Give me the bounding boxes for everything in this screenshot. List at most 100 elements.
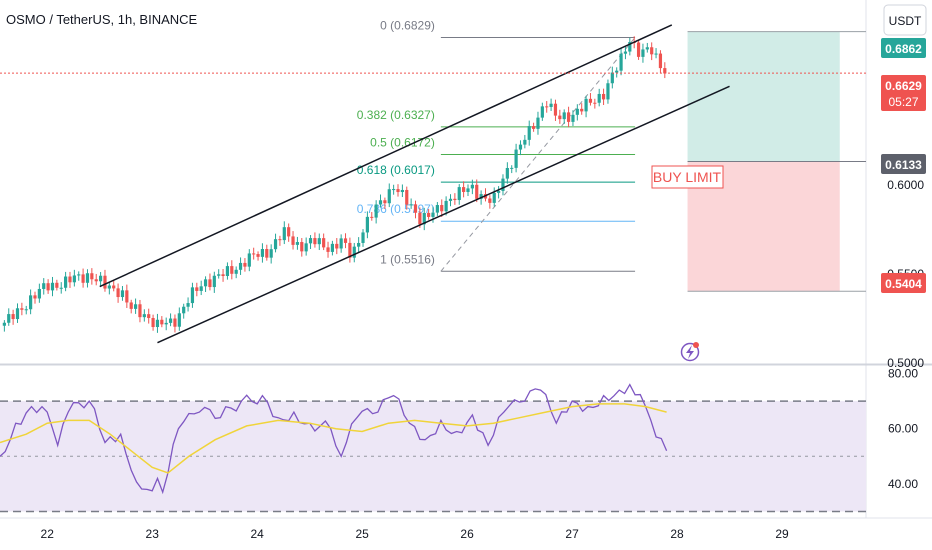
candle: [549, 98, 553, 112]
candle: [536, 111, 540, 135]
candle: [225, 262, 230, 280]
candle: [208, 273, 212, 291]
candle: [269, 244, 273, 264]
candle: [636, 39, 641, 60]
currency-button[interactable]: USDT: [883, 4, 927, 36]
rsi-tick-label: 40.00: [888, 477, 918, 491]
channel-lower-line[interactable]: [157, 85, 730, 344]
candle: [147, 308, 151, 324]
candle: [11, 309, 15, 325]
candle: [370, 211, 374, 221]
candle: [195, 282, 199, 297]
lightning-icon[interactable]: [680, 342, 700, 362]
candle: [190, 282, 195, 308]
candle: [112, 280, 116, 292]
rsi-line: [0, 383, 668, 495]
candle: [50, 276, 55, 297]
candle: [619, 48, 623, 76]
candle: [457, 184, 461, 205]
candle: [238, 257, 243, 275]
candle: [116, 283, 120, 303]
time-tick-label: 24: [250, 527, 264, 541]
fib-label-0: 0 (0.6829): [380, 19, 435, 33]
candle: [663, 62, 667, 79]
candle: [230, 260, 234, 280]
rsi-tick-label: 60.00: [888, 422, 918, 436]
symbol-title[interactable]: OSMO / TetherUS, 1h, BINANCE: [6, 12, 198, 27]
candle: [72, 269, 76, 287]
candle: [400, 184, 404, 198]
profit-zone[interactable]: [687, 31, 840, 162]
candle: [510, 165, 514, 174]
candle: [260, 243, 265, 263]
candle: [217, 269, 221, 279]
candle: [85, 269, 90, 288]
candle: [142, 309, 146, 322]
candle: [361, 229, 365, 247]
candle: [287, 223, 291, 242]
candle: [492, 187, 496, 207]
candle: [558, 109, 562, 124]
candle: [186, 297, 190, 312]
candle: [278, 235, 282, 246]
candle: [129, 299, 133, 314]
price-tick-label: 0.5000: [887, 356, 924, 370]
candle: [422, 207, 426, 231]
candle: [173, 314, 177, 333]
candle: [168, 313, 173, 327]
candle: [405, 186, 409, 210]
candle: [243, 258, 247, 272]
candle: [409, 198, 413, 209]
time-tick-label: 25: [355, 527, 369, 541]
candle: [466, 184, 470, 197]
candle: [413, 200, 418, 219]
candle: [584, 95, 588, 118]
candle: [64, 271, 68, 292]
time-tick-label: 29: [775, 527, 789, 541]
candle: [125, 284, 129, 308]
fib-label-1: 1 (0.5516): [380, 252, 435, 266]
candle: [597, 88, 601, 107]
target-price-label: 0.6862: [885, 42, 922, 56]
candle: [291, 231, 295, 250]
candle: [160, 316, 164, 328]
candle: [571, 110, 575, 127]
candle: [182, 303, 186, 319]
candle: [628, 37, 632, 56]
candle: [322, 233, 326, 251]
rsi-ma-line: [0, 403, 667, 474]
time-tick-label: 22: [41, 527, 55, 541]
current-price-tag: 0.6629 05:27: [881, 75, 926, 111]
fib-label-0.618: 0.618 (0.6017): [357, 163, 435, 177]
candle: [339, 234, 343, 253]
bar-countdown-label: 05:27: [888, 95, 918, 109]
candle: [514, 143, 518, 173]
channel-upper-line[interactable]: [99, 24, 673, 288]
candle: [81, 268, 85, 288]
candle: [68, 271, 72, 288]
time-tick-label: 28: [670, 527, 684, 541]
candle: [601, 88, 606, 105]
candle: [610, 66, 614, 89]
candle: [365, 211, 369, 239]
buy-limit-annotation[interactable]: BUY LIMIT: [651, 165, 724, 189]
candle: [343, 233, 348, 249]
candle: [203, 276, 208, 293]
entry-price-label: 0.6133: [885, 158, 922, 172]
current-price-label: 0.6629: [885, 79, 922, 93]
candle: [247, 249, 251, 272]
candle: [654, 48, 658, 59]
candle: [317, 233, 321, 251]
candle: [77, 271, 81, 281]
target-price-tag: 0.6862: [881, 38, 926, 58]
candle: [348, 237, 352, 263]
candle: [540, 102, 544, 121]
candle: [7, 308, 11, 326]
candle: [164, 317, 168, 331]
price-tick-label: 0.6000: [887, 178, 924, 192]
stop-price-label: 0.5404: [885, 277, 922, 291]
candle: [396, 184, 400, 197]
candle: [444, 196, 448, 216]
